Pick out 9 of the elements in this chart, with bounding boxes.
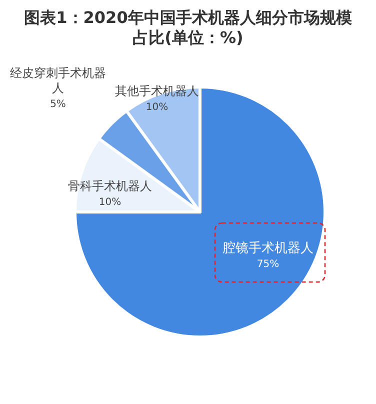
data-label: 75% bbox=[256, 259, 280, 270]
data-label: 10% bbox=[98, 197, 122, 208]
data-label: 10% bbox=[146, 102, 168, 113]
data-label: 5% bbox=[50, 99, 66, 110]
slice-label: 其他手术机器人 bbox=[115, 84, 199, 98]
chart-title: 图表1：2020年中国手术机器人细分市场规模占比(单位：%) bbox=[23, 8, 353, 48]
slice-label: 骨科手术机器人 bbox=[68, 179, 152, 193]
slice-label: 经皮穿刺手术机器人 bbox=[10, 66, 106, 95]
slice-label: 腔镜手术机器人 bbox=[222, 241, 314, 256]
